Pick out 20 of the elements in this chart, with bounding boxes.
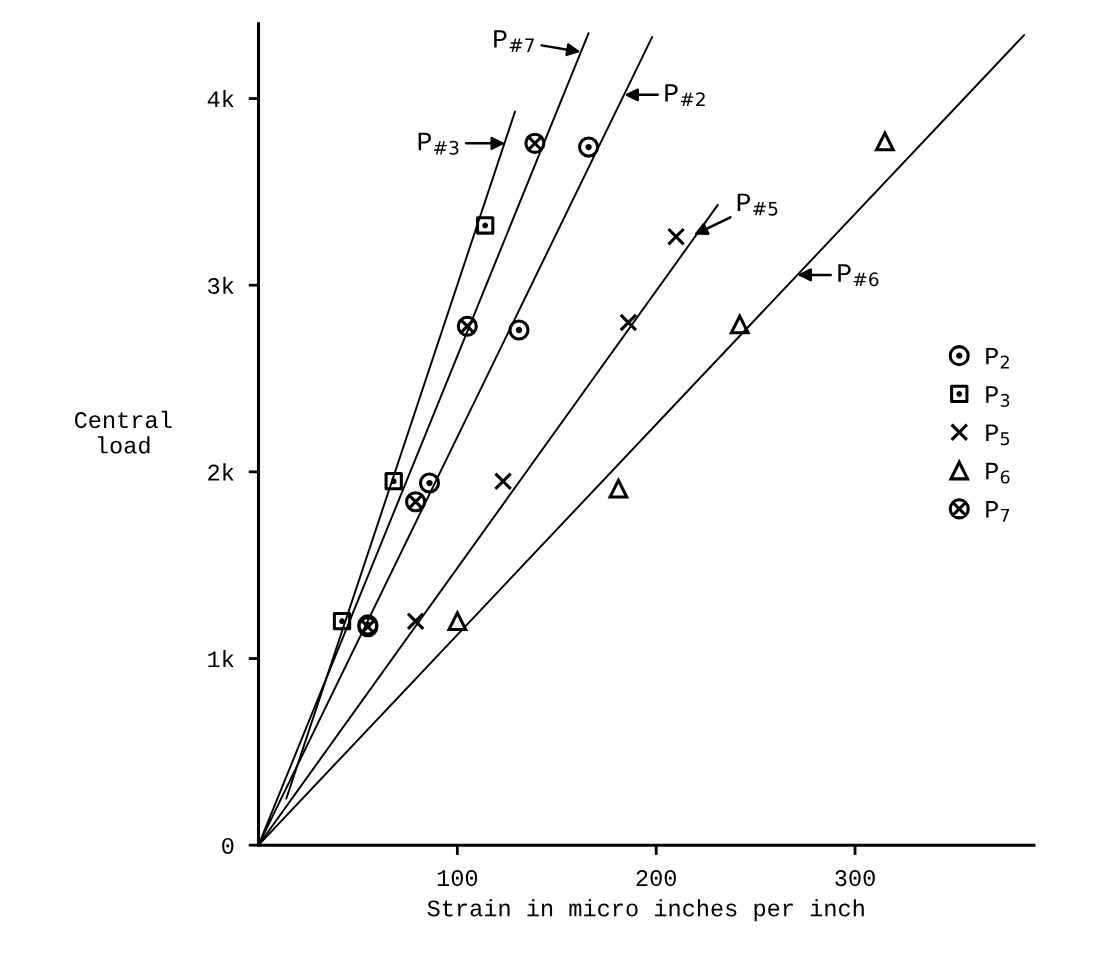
y-tick-label: 1k <box>208 649 234 668</box>
y-tick-label: 0 <box>222 837 234 854</box>
legend-label: P$_{5}$ <box>986 424 1010 446</box>
x-tick-label: 100 <box>437 870 478 887</box>
legend-label: P$_{3}$ <box>986 386 1010 407</box>
annotation: P$_{#5}$ <box>737 193 778 216</box>
x-axis-title: Strain in micro inches per inch <box>427 899 864 922</box>
legend-label: P$_{2}$ <box>986 347 1009 369</box>
annotation: P$_{#3}$ <box>418 132 459 155</box>
y-tick-label: 3k <box>208 276 234 294</box>
annotation: P$_{#2}$ <box>665 84 705 106</box>
annotation: P$_{#7}$ <box>494 30 534 52</box>
y-tick-label: 4k <box>207 89 234 108</box>
x-tick-label: 300 <box>835 870 875 887</box>
legend-label: P$_{6}$ <box>986 462 1010 484</box>
y-tick-label: 2k <box>208 463 234 481</box>
y-axis-title: Central load <box>74 410 172 454</box>
annotation: P$_{#6}$ <box>838 264 879 287</box>
legend-label: P$_{7}$ <box>986 501 1010 522</box>
x-tick-label: 200 <box>636 870 676 887</box>
